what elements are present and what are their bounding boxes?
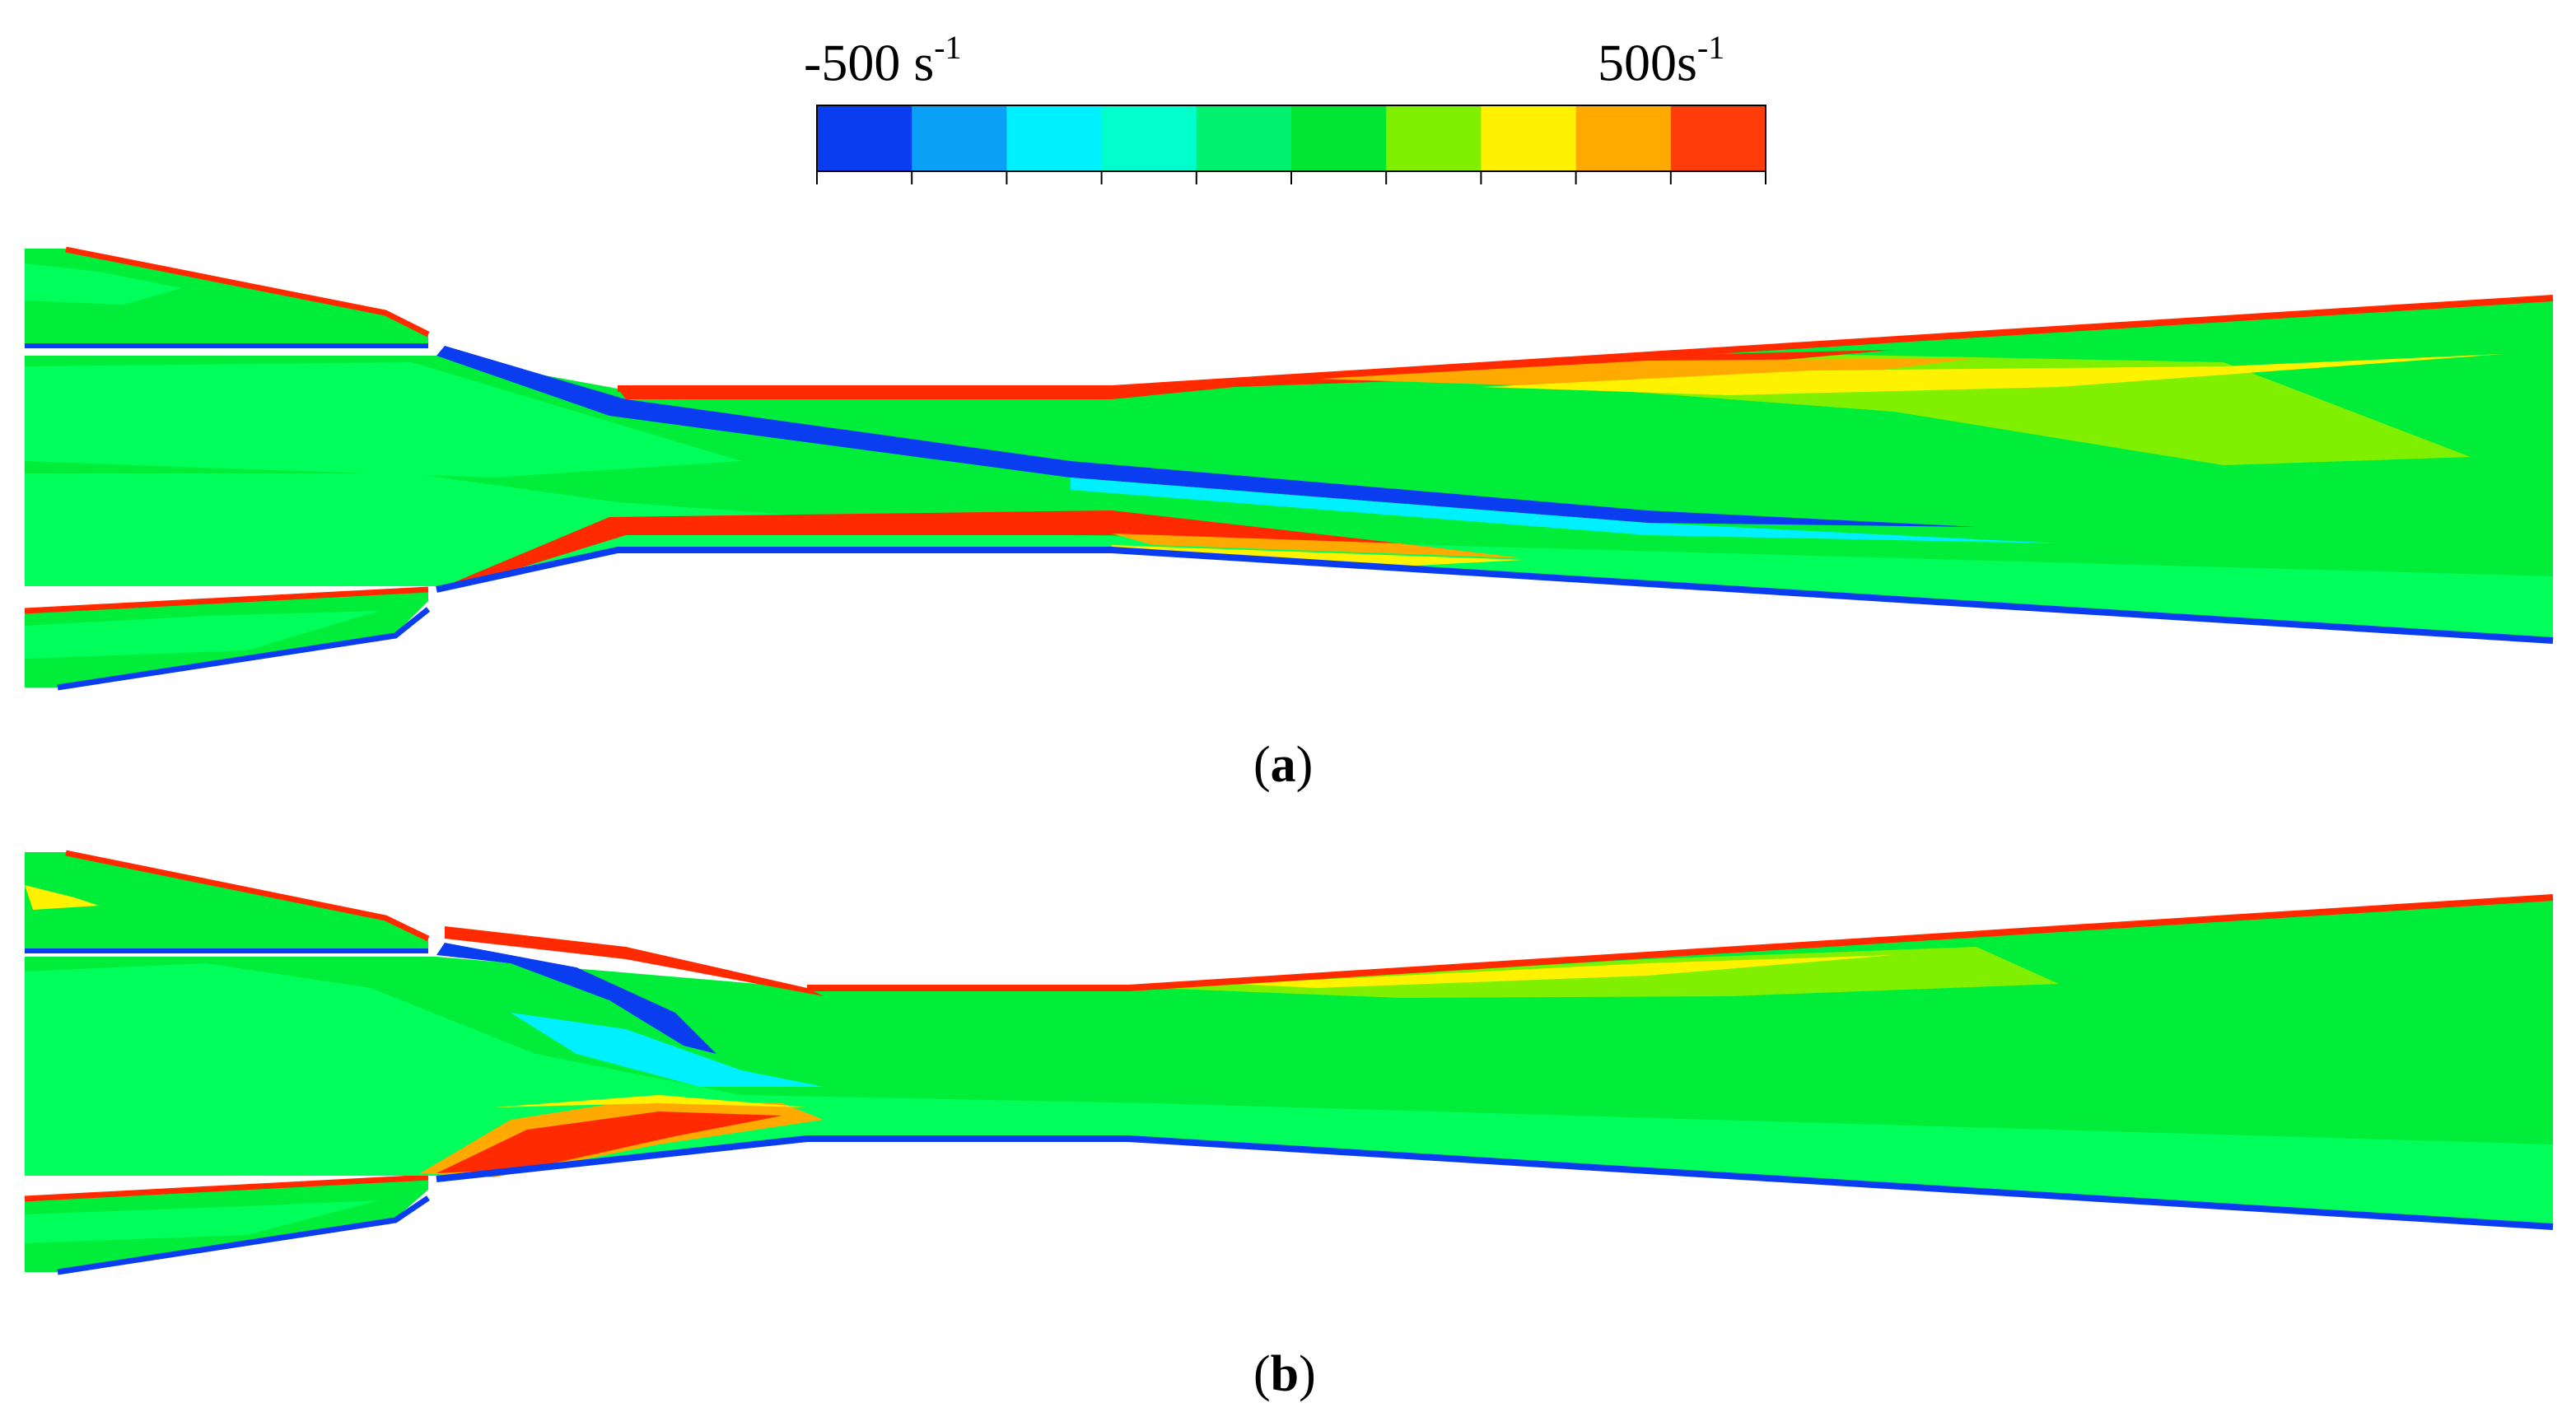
colorbar-max-text: 500s xyxy=(1598,33,1697,92)
panel-a-caption: (a) xyxy=(1253,739,1313,790)
panel-b-positive-lobe-yellow xyxy=(494,1095,807,1107)
panel-a-top-wall xyxy=(618,295,2554,392)
colorbar-swatch xyxy=(1575,105,1672,171)
colorbar-swatch xyxy=(1101,105,1197,171)
panel-b-caption: (b) xyxy=(1253,1349,1316,1400)
panel-a-lower-inlet-fringe xyxy=(25,611,379,659)
colorbar-ticks xyxy=(816,171,1766,184)
colorbar-max-exponent: -1 xyxy=(1696,29,1725,66)
colorbar-max-label: 500s-1 xyxy=(1598,31,1724,92)
panel-a-lower-shear-red xyxy=(445,510,1482,586)
panel-b-bottom-wall xyxy=(436,1135,2554,1230)
panel-a-lower-shear-orange xyxy=(1112,534,1524,558)
panel-a-lower-inlet-top-wall xyxy=(24,586,429,614)
panel-b-lower-inlet-fringe xyxy=(25,1200,379,1243)
colorbar-min-label: -500 s-1 xyxy=(804,31,962,92)
panel-b-core xyxy=(25,1013,2553,1227)
colorbar-min-text: -500 s xyxy=(804,33,935,92)
panel-a-upper-inlet xyxy=(25,249,428,346)
panel-a-upper-inlet-wall xyxy=(65,246,430,338)
colorbar-swatch xyxy=(1006,105,1103,171)
colorbar-swatches xyxy=(817,105,1766,171)
colorbar-swatch xyxy=(1291,105,1387,171)
panel-a-lower-shear-yellow xyxy=(1112,545,1524,566)
panel-a-caption-letter: a xyxy=(1270,737,1296,793)
panel-b-top-wall xyxy=(807,894,2554,991)
panel-b-negative-halo xyxy=(511,1013,824,1087)
colorbar-swatch xyxy=(817,105,912,171)
panel-b-positive-lobe-red xyxy=(436,1111,782,1173)
panel-b-negative-vortex xyxy=(436,943,716,1054)
colorbar-min-exponent: -1 xyxy=(934,29,962,66)
panel-a-contour xyxy=(24,246,2554,691)
panel-a-upper-inlet-fringe xyxy=(25,263,181,305)
panel-b-upper-inlet-wall xyxy=(65,850,430,942)
panel-b-upper-shear-red xyxy=(445,926,824,996)
panel-b-caption-letter: b xyxy=(1270,1346,1300,1402)
panel-b-core-upper xyxy=(25,963,576,1070)
panel-b-lower-inlet-bottom-wall xyxy=(57,1195,430,1275)
panel-a-core-upper xyxy=(25,362,741,478)
panel-b-lower-inlet-top-wall xyxy=(24,1174,429,1202)
colorbar-swatch xyxy=(1386,105,1482,171)
panel-a-upper-shear-orange xyxy=(1318,358,1976,387)
panel-b-upper-inlet-yellow xyxy=(25,885,99,910)
colorbar-swatch xyxy=(1670,105,1766,171)
panel-a-bottom-wall xyxy=(436,547,2554,644)
panel-b-caption-close: ) xyxy=(1299,1346,1316,1402)
colorbar-swatch xyxy=(1481,105,1577,171)
colorbar-swatch xyxy=(912,105,1007,171)
colorbar-swatch xyxy=(1196,105,1292,171)
panel-a-caption-open: ( xyxy=(1253,737,1271,793)
panel-b-upper-shear-yellow xyxy=(1235,955,1894,988)
panel-b-upper-inlet xyxy=(25,852,428,951)
panel-b-contour xyxy=(24,850,2554,1275)
colorbar xyxy=(816,105,1766,184)
panel-a-caption-close: ) xyxy=(1295,737,1314,793)
panel-b-caption-open: ( xyxy=(1253,1346,1271,1402)
panel-a-upper-shear-yellow xyxy=(1482,354,2504,395)
panel-a-lower-inlet-bottom-wall xyxy=(57,607,431,691)
